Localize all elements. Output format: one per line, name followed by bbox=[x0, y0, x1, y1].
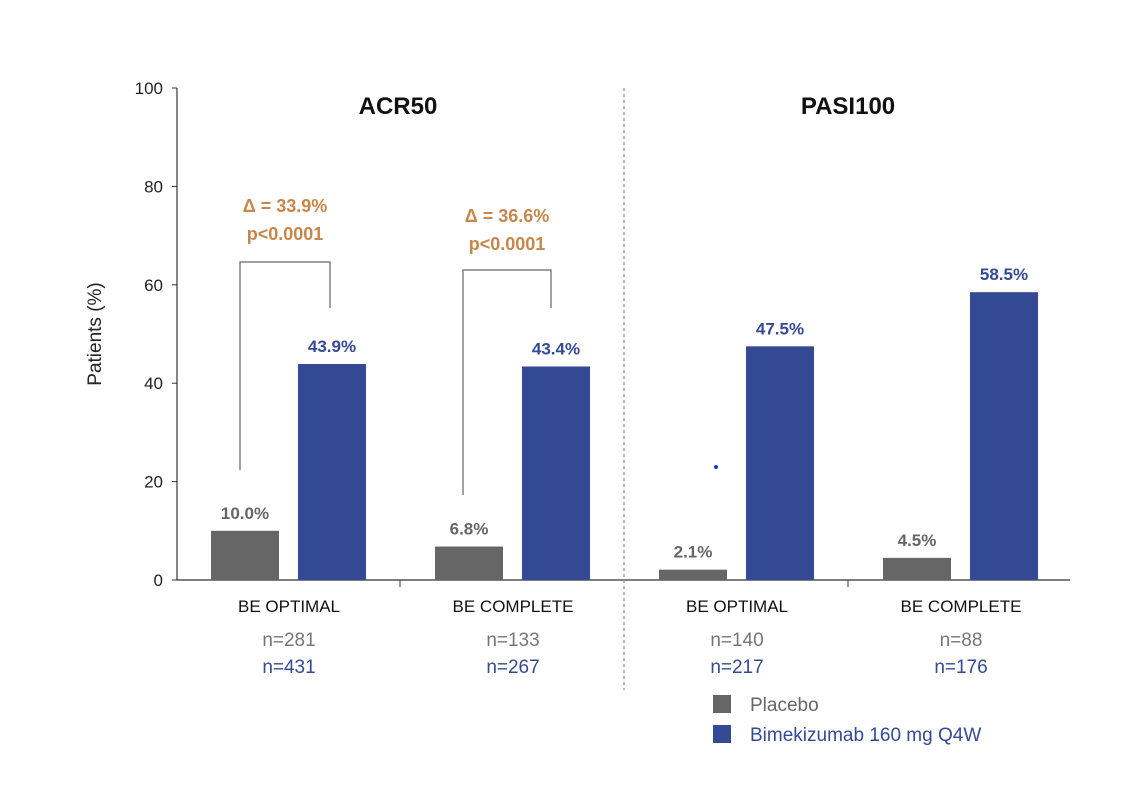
bar-placebo bbox=[883, 557, 951, 580]
legend-swatch bbox=[713, 725, 731, 743]
n-placebo: n=88 bbox=[940, 630, 983, 651]
x-category-label: BE COMPLETE bbox=[901, 597, 1022, 616]
bar-bimekizumab bbox=[298, 364, 366, 580]
x-category-label: BE OPTIMAL bbox=[238, 597, 340, 616]
bar-placebo bbox=[659, 569, 727, 580]
bar-placebo bbox=[211, 530, 279, 580]
p-value-annotation: p<0.0001 bbox=[247, 224, 324, 244]
x-category-label: BE OPTIMAL bbox=[686, 597, 788, 616]
y-tick-label: 0 bbox=[154, 571, 163, 590]
data-label: 10.0% bbox=[221, 504, 269, 523]
y-axis-label: Patients (%) bbox=[85, 282, 106, 385]
n-placebo: n=140 bbox=[710, 630, 763, 651]
data-label: 2.1% bbox=[674, 543, 713, 562]
n-bimekizumab: n=431 bbox=[262, 657, 315, 678]
data-label: 58.5% bbox=[980, 265, 1028, 284]
marker-dot bbox=[714, 465, 718, 469]
y-tick-label: 100 bbox=[135, 79, 163, 98]
legend-label: Bimekizumab 160 mg Q4W bbox=[750, 725, 981, 746]
delta-annotation: Δ = 33.9% bbox=[243, 196, 328, 216]
panel-title: ACR50 bbox=[359, 93, 438, 120]
legend-label: Placebo bbox=[750, 695, 819, 716]
y-tick-label: 20 bbox=[144, 473, 163, 492]
bar-bimekizumab bbox=[522, 366, 590, 580]
data-label: 47.5% bbox=[756, 319, 804, 338]
bar-bimekizumab bbox=[970, 292, 1038, 580]
data-label: 43.4% bbox=[532, 339, 580, 358]
x-category-label: BE COMPLETE bbox=[453, 597, 574, 616]
n-placebo: n=281 bbox=[262, 630, 315, 651]
data-label: 4.5% bbox=[898, 531, 937, 550]
bar-bimekizumab bbox=[746, 346, 814, 580]
data-label: 43.9% bbox=[308, 337, 356, 356]
significance-bracket bbox=[239, 261, 331, 470]
y-tick-label: 40 bbox=[144, 374, 163, 393]
delta-annotation: Δ = 36.6% bbox=[465, 206, 550, 226]
panel-title: PASI100 bbox=[801, 93, 895, 120]
legend-swatch bbox=[713, 695, 731, 713]
y-tick-label: 60 bbox=[144, 276, 163, 295]
y-tick-label: 80 bbox=[144, 177, 163, 196]
n-bimekizumab: n=176 bbox=[934, 657, 987, 678]
n-placebo: n=133 bbox=[486, 630, 539, 651]
n-bimekizumab: n=267 bbox=[486, 657, 539, 678]
bar-placebo bbox=[435, 546, 503, 580]
n-bimekizumab: n=217 bbox=[710, 657, 763, 678]
data-label: 6.8% bbox=[450, 520, 489, 539]
significance-bracket bbox=[462, 269, 552, 495]
p-value-annotation: p<0.0001 bbox=[469, 234, 546, 254]
